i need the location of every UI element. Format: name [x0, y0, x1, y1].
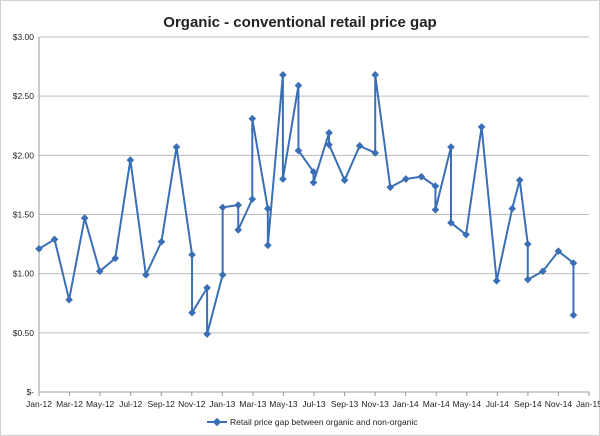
data-point [569, 311, 578, 319]
y-tick-label: $2.00 [13, 150, 35, 160]
data-point [50, 235, 59, 244]
data-point [65, 295, 73, 304]
data-point [111, 254, 120, 263]
x-tick-label: Nov-12 [178, 399, 206, 409]
x-tick-label: Mar-12 [56, 399, 83, 409]
y-tick-label: $- [26, 387, 34, 397]
x-tick-label: Jan-14 [393, 399, 419, 409]
y-tick-label: $1.50 [13, 210, 35, 220]
data-point [188, 250, 196, 259]
data-point [371, 71, 380, 79]
x-tick-label: Sep-13 [331, 399, 359, 409]
y-tick-label: $0.50 [13, 328, 35, 338]
x-tick-label: Sep-14 [514, 399, 542, 409]
data-point [248, 114, 257, 123]
data-point [523, 275, 532, 284]
y-tick-label: $2.50 [13, 91, 35, 101]
data-point [492, 276, 501, 285]
data-point [218, 271, 227, 279]
legend-marker [212, 417, 222, 427]
data-point [515, 176, 524, 185]
x-tick-label: Jul-14 [486, 399, 509, 409]
y-tick-label: $1.00 [13, 269, 35, 279]
x-tick-label: May-13 [269, 399, 298, 409]
data-point [554, 247, 563, 256]
x-tick-label: Jul-13 [302, 399, 325, 409]
data-point [386, 183, 395, 192]
data-point [203, 284, 211, 292]
data-point [325, 129, 333, 137]
x-tick-label: Sep-12 [148, 399, 176, 409]
x-tick-label: May-12 [86, 399, 115, 409]
data-point [477, 123, 486, 131]
legend-label: Retail price gap between organic and non… [230, 417, 418, 427]
x-tick-label: Jul-12 [119, 399, 142, 409]
chart-title: Organic - conventional retail price gap [163, 14, 436, 31]
x-tick-label: Nov-14 [545, 399, 573, 409]
data-point [431, 182, 440, 190]
x-tick-label: Mar-14 [423, 399, 450, 409]
series-line [38, 73, 575, 336]
x-tick-label: Jan-15 [576, 399, 600, 409]
x-tick-label: May-14 [453, 399, 482, 409]
x-tick-label: Jan-12 [26, 399, 52, 409]
data-point [234, 201, 243, 209]
y-tick-label: $3.00 [13, 32, 35, 42]
x-tick-label: Mar-13 [239, 399, 266, 409]
x-tick-label: Nov-13 [361, 399, 389, 409]
x-tick-label: Jan-13 [209, 399, 235, 409]
data-point [279, 71, 287, 79]
legend: Retail price gap between organic and non… [207, 417, 418, 427]
data-point [569, 259, 578, 267]
data-point [142, 271, 150, 279]
data-point [188, 308, 196, 317]
